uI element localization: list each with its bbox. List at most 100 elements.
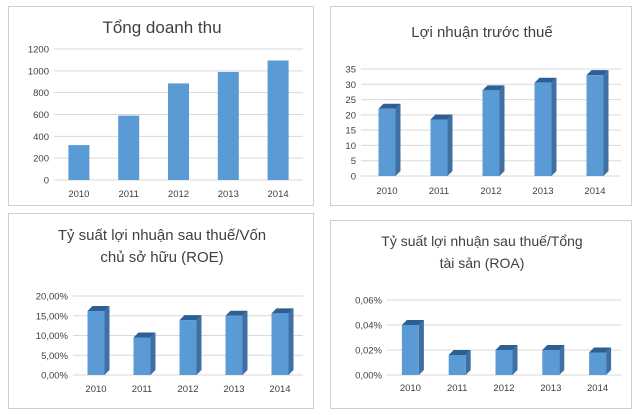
bar-front — [87, 311, 105, 375]
x-tick-label: 2012 — [168, 189, 189, 200]
x-tick-label: 2010 — [68, 189, 89, 200]
bar — [586, 70, 609, 176]
x-tick-label: 2013 — [532, 186, 553, 197]
y-tick-label: 20,00% — [36, 292, 69, 303]
bar — [482, 85, 505, 176]
bar-top — [589, 347, 612, 353]
y-tick-label: 5,00% — [41, 351, 68, 362]
bar-top — [448, 350, 471, 355]
bar-top — [542, 345, 565, 350]
chart-panel-roe: Tỷ suất lợi nhuận sau thuế/Vốn chủ sở hữu… — [8, 213, 314, 409]
chart-panel-revenue: Tổng doanh thu 0 200 400 600 800 1000 1200 2010 2… — [8, 6, 314, 206]
bar-side — [465, 350, 471, 375]
bar — [118, 115, 140, 180]
bar-side — [196, 315, 202, 375]
chart-svg: Tổng doanh thu 0 200 400 600 800 1000 1200 2010 2… — [28, 18, 303, 200]
x-tick-label: 2011 — [132, 384, 152, 395]
bar-top — [586, 70, 609, 76]
bar-side — [512, 345, 518, 375]
bar-top — [482, 85, 505, 91]
bar — [217, 71, 239, 180]
chart-panel-pretax-profit: Lợi nhuận trước thuế 0 5 10 15 20 25 30 35 2010 20… — [330, 6, 632, 206]
x-tick-label: 2010 — [376, 186, 397, 197]
bar — [448, 350, 471, 375]
bar-front — [217, 71, 239, 180]
y-tick-label: 10,00% — [36, 331, 69, 342]
bar-front — [168, 83, 189, 180]
y-tick-label: 200 — [33, 154, 49, 165]
bar-top — [430, 114, 453, 120]
bar-front — [378, 108, 396, 176]
x-tick-label: 2013 — [540, 383, 561, 394]
bar-top — [225, 310, 248, 316]
y-tick-label: 800 — [33, 88, 49, 99]
x-tick-label: 2013 — [218, 189, 239, 200]
chart-title: tài sản (ROA) — [440, 255, 525, 271]
bar-top — [534, 77, 557, 83]
bar — [133, 332, 156, 375]
x-tick-label: 2010 — [400, 383, 421, 394]
x-tick-label: 2012 — [177, 384, 198, 395]
bar-side — [288, 308, 294, 375]
bar — [430, 114, 453, 176]
x-tick-label: 2014 — [584, 186, 605, 197]
y-tick-label: 0,00% — [41, 371, 68, 382]
bar-front — [225, 315, 243, 375]
bar-front — [271, 313, 289, 375]
x-tick-label: 2012 — [480, 186, 501, 197]
bar-front — [589, 352, 607, 375]
chart-svg: Lợi nhuận trước thuế 0 5 10 15 20 25 30 35 2010 20… — [345, 24, 621, 197]
bar-top — [271, 308, 294, 314]
bar-front — [68, 145, 90, 180]
y-tick-label: 35 — [345, 65, 356, 76]
bar-side — [447, 114, 453, 176]
chart-title: Tỷ suất lợi nhuận sau thuế/Tổng — [381, 233, 582, 249]
bar-side — [395, 103, 401, 176]
bar-front — [118, 115, 140, 180]
bar-front — [448, 355, 466, 375]
bar-top — [495, 345, 518, 350]
bar-top — [133, 332, 156, 338]
y-tick-label: 15,00% — [36, 311, 69, 322]
bar-top — [87, 306, 110, 312]
y-tick-label: 5 — [351, 156, 356, 167]
bar-side — [499, 85, 505, 176]
chart-panel-roa: Tỷ suất lợi nhuận sau thuế/Tổng tài sản (… — [330, 220, 632, 409]
y-tick-label: 0,06% — [355, 296, 382, 307]
bar-side — [150, 332, 156, 375]
y-tick-label: 30 — [345, 80, 356, 91]
x-tick-label: 2011 — [429, 186, 449, 197]
bar-side — [551, 77, 557, 176]
x-tick-label: 2013 — [223, 384, 244, 395]
bar-front — [586, 75, 604, 176]
chart-title: Tổng doanh thu — [102, 18, 221, 37]
x-tick-label: 2011 — [118, 189, 138, 200]
y-tick-label: 15 — [345, 126, 356, 137]
bar-front — [267, 60, 289, 180]
bar — [542, 345, 565, 375]
bar — [179, 315, 202, 375]
bar-side — [559, 345, 565, 375]
y-tick-label: 600 — [33, 110, 49, 121]
bar-side — [104, 306, 110, 375]
x-tick-label: 2010 — [85, 384, 106, 395]
bar — [271, 308, 294, 375]
x-tick-label: 2012 — [493, 383, 514, 394]
bar — [401, 320, 424, 375]
bar-front — [482, 90, 500, 176]
chart-title: chủ sở hữu (ROE) — [100, 249, 223, 266]
bar-front — [495, 350, 513, 375]
y-tick-label: 0 — [351, 172, 356, 183]
chart-title: Lợi nhuận trước thuế — [411, 24, 553, 41]
y-tick-label: 25 — [345, 95, 356, 106]
bar-front — [542, 350, 560, 375]
bar — [378, 103, 401, 176]
bar-front — [534, 82, 552, 176]
bar — [225, 310, 248, 375]
y-tick-label: 0,00% — [355, 371, 382, 382]
chart-svg: Tỷ suất lợi nhuận sau thuế/Tổng tài sản (… — [355, 233, 621, 394]
x-tick-label: 2014 — [587, 383, 608, 394]
bar — [87, 306, 110, 375]
bar-front — [430, 119, 448, 176]
bar-top — [179, 315, 202, 321]
